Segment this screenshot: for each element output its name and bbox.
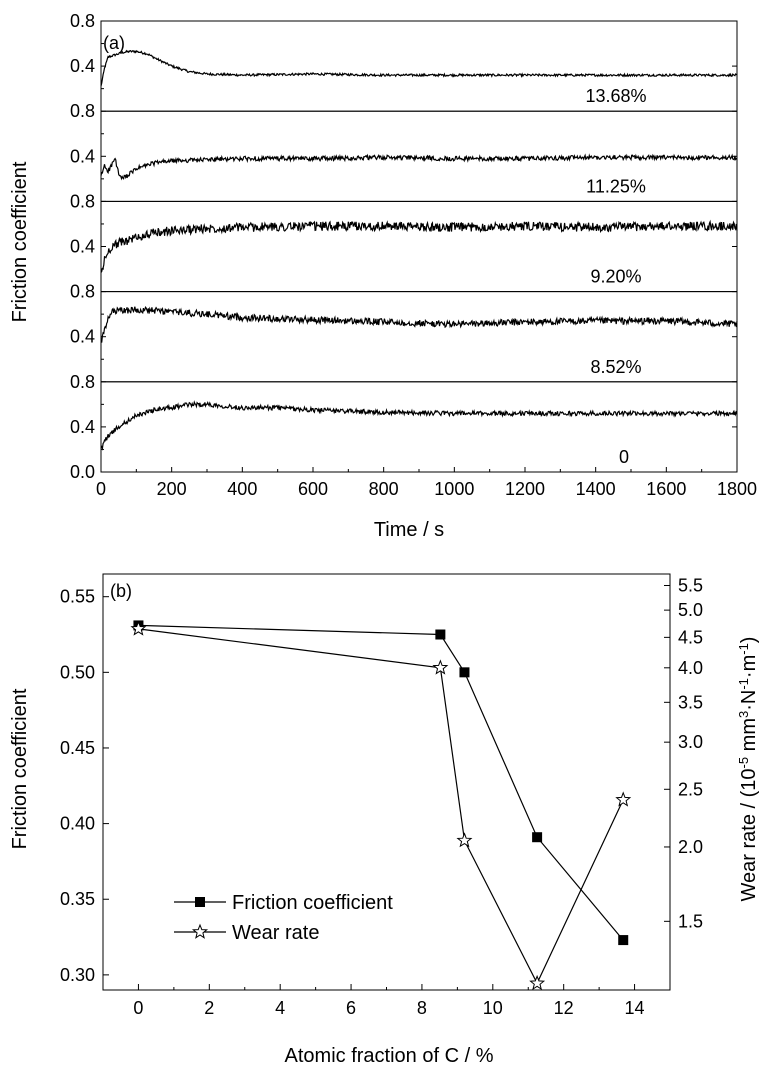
y-tick-label: 0.8 (70, 11, 95, 31)
x-tick-label: 600 (298, 479, 328, 499)
y-tick-label: 0.0 (70, 462, 95, 482)
series-label-4: 8.52% (590, 357, 641, 377)
x-tick-label: 8 (417, 998, 427, 1018)
wear-rate-marker (130, 620, 147, 636)
y-tick-label: 0.4 (70, 56, 95, 76)
panel-b-label: (b) (110, 581, 132, 601)
x-tick-label: 0 (133, 998, 143, 1018)
x-tick-label: 200 (157, 479, 187, 499)
left-y-tick-label: 0.50 (60, 662, 95, 682)
y-tick-label: 0.8 (70, 101, 95, 121)
right-y-tick-label: 2.5 (678, 779, 703, 799)
series-line-star (138, 628, 624, 985)
x-tick-label: 1800 (717, 479, 757, 499)
legend-label-wear: Wear rate (232, 922, 319, 944)
wear-rate-marker (529, 974, 546, 991)
x-tick-label: 4 (275, 998, 285, 1018)
x-tick-label: 14 (625, 998, 645, 1018)
x-tick-label: 1400 (576, 479, 616, 499)
x-tick-label: 1000 (434, 479, 474, 499)
friction-marker (459, 667, 470, 678)
x-tick-label: 12 (554, 998, 574, 1018)
series-line-3 (100, 219, 738, 273)
y-tick-label: 0.8 (70, 282, 95, 302)
x-tick-label: 2 (204, 998, 214, 1018)
series-line-2 (100, 153, 738, 181)
wear-rate-marker (615, 791, 632, 807)
legend-marker-friction (195, 897, 205, 907)
right-y-tick-label: 4.5 (678, 627, 703, 647)
x-tick-label: 800 (369, 479, 399, 499)
subplot-frame-4 (100, 291, 738, 383)
y-tick-label: 0.4 (70, 146, 95, 166)
right-y-tick-label: 5.5 (678, 575, 703, 595)
panel-a-x-axis-title: Time / s (374, 519, 444, 541)
y-tick-label: 0.4 (70, 237, 95, 257)
legend-marker-wear (191, 923, 209, 939)
wear-rate-marker (432, 659, 449, 675)
series-line-4 (100, 306, 738, 343)
series-label-1: 13.68% (585, 86, 646, 106)
wear-rate-marker (456, 832, 473, 848)
x-tick-label: 400 (227, 479, 257, 499)
right-y-tick-label: 5.0 (678, 600, 703, 620)
x-tick-label: 1600 (646, 479, 686, 499)
series-line-1 (100, 49, 738, 87)
panel-a-y-axis-title: Friction coefficient (9, 161, 31, 322)
subplot-frame-5 (100, 381, 738, 473)
y-tick-label: 0.8 (70, 372, 95, 392)
plot-frame (102, 573, 671, 991)
series-label-3: 9.20% (590, 267, 641, 287)
left-y-tick-label: 0.30 (60, 965, 95, 985)
right-y-tick-label: 3.5 (678, 692, 703, 712)
right-y-tick-label: 1.5 (678, 911, 703, 931)
left-y-tick-label: 0.35 (60, 889, 95, 909)
left-y-tick-label: 0.55 (60, 587, 95, 607)
x-tick-label: 10 (483, 998, 503, 1018)
y-tick-label: 0.4 (70, 327, 95, 347)
panel-a-label: (a) (103, 33, 125, 53)
legend-label-friction: Friction coefficient (232, 892, 393, 914)
panel-b-right-axis-title: Wear rate / (10-5 mm3·N-1·m-1) (736, 637, 760, 902)
panel-b-chart: (b) Friction coefficient Wear rate / (10… (9, 573, 760, 1067)
x-tick-label: 6 (346, 998, 356, 1018)
y-tick-label: 0.8 (70, 191, 95, 211)
subplot-frame-3 (100, 200, 738, 293)
y-tick-label: 0.4 (70, 417, 95, 437)
panel-a-chart: (a) Friction coefficient Time / s 0.8 0.4… (9, 11, 757, 541)
friction-marker (435, 629, 446, 640)
right-y-tick-label: 4.0 (678, 658, 703, 678)
panel-b-left-axis-title: Friction coefficient (9, 688, 31, 849)
friction-marker (618, 935, 629, 946)
x-tick-label: 1200 (505, 479, 545, 499)
left-y-tick-label: 0.45 (60, 738, 95, 758)
right-y-tick-label: 2.0 (678, 837, 703, 857)
panel-b-x-axis-title: Atomic fraction of C / % (285, 1045, 494, 1067)
right-y-tick-label: 3.0 (678, 732, 703, 752)
friction-marker (532, 832, 543, 843)
series-label-2: 11.25% (586, 176, 646, 196)
left-y-tick-label: 0.40 (60, 814, 95, 834)
series-label-5: 0 (619, 447, 629, 467)
x-tick-label: 0 (96, 479, 106, 499)
series-line-5 (100, 400, 738, 451)
